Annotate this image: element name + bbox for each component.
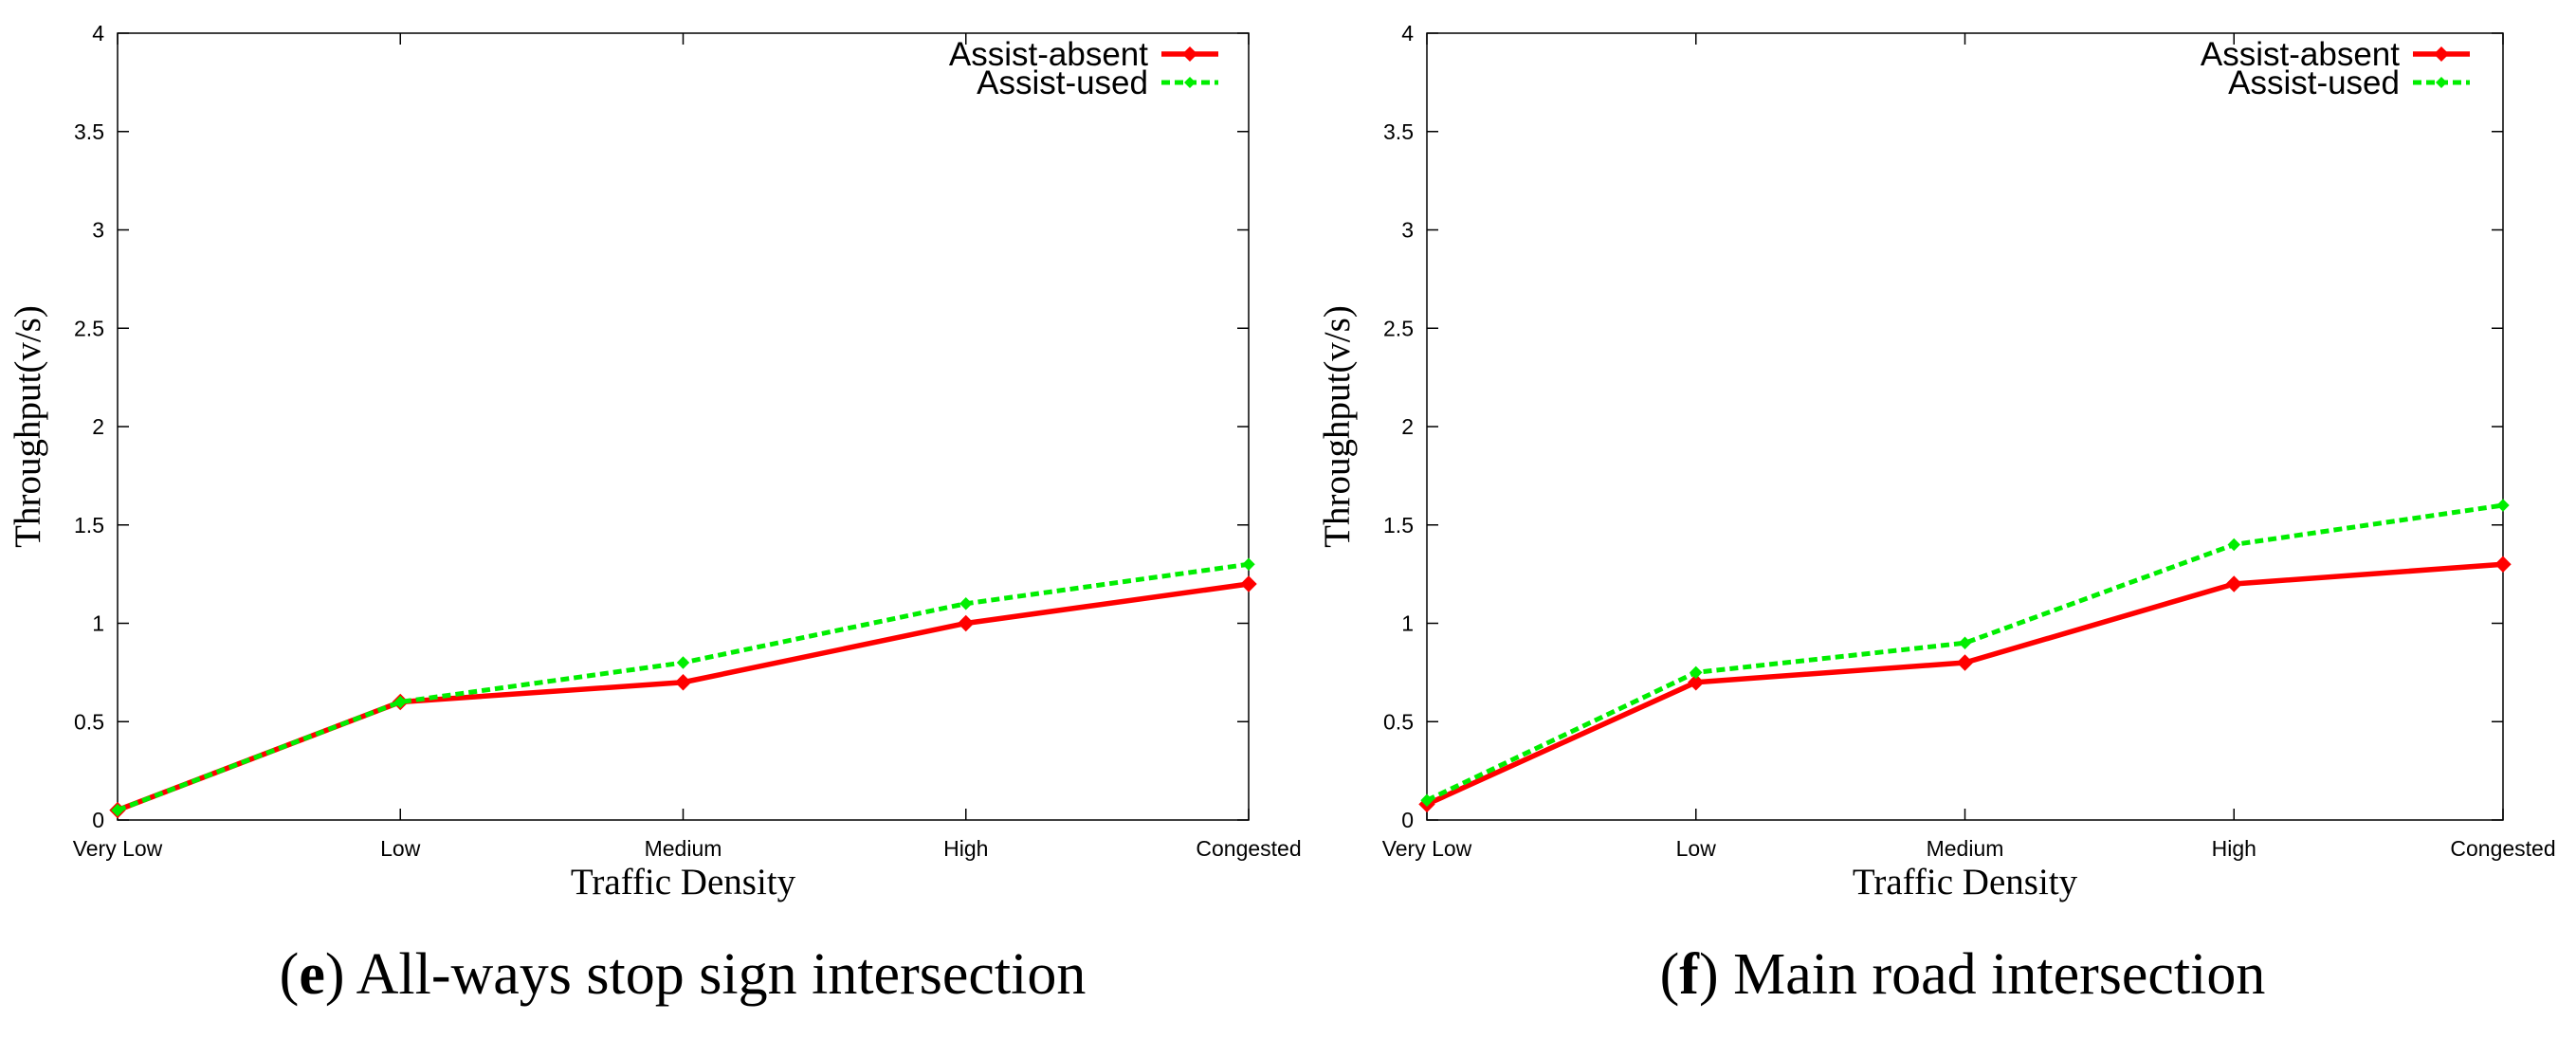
panel-f-series-assist-absent-line (1425, 561, 2504, 807)
panel-e-x-tick-label: Medium (645, 836, 722, 861)
panel-f-legend-marker-assist-absent (2434, 46, 2449, 62)
panel-e-legend-marker-assist-absent (1182, 46, 1197, 62)
panel-f-caption-label: Main road intersection (1733, 942, 2265, 1007)
panel-e-caption-open-paren: ( (280, 942, 300, 1007)
panel-e-plot-frame (117, 32, 1250, 821)
panel-f-caption-open-paren: ( (1660, 942, 1680, 1007)
panel-e-caption-close-paren: ) (325, 942, 356, 1007)
panel-e-x-tick-label: Very Low (73, 836, 163, 861)
panel-e-caption-letter: e (299, 942, 325, 1007)
panel-e-series-assist-absent-point (1240, 575, 1257, 592)
panel-e-chart: 0 0.5 1 1.5 2 2.5 3 3.5 4 Very Low Low Medium High Co… (8, 21, 1302, 1007)
panel-f-x-tick-label: Low (1676, 836, 1717, 861)
panel-e-y-tick-label: 2 (92, 414, 104, 439)
panel-e-series-assist-used-point (111, 803, 124, 817)
panel-e-y-tick-label: 3.5 (74, 119, 104, 144)
panel-f-legend-marker-assist-used (2436, 77, 2447, 88)
panel-e-x-axis-title: Traffic Density (571, 862, 796, 902)
panel-f-x-axis-title: Traffic Density (1853, 862, 2078, 902)
panel-f-legend-label-assist-absent: Assist-absent (2201, 36, 2400, 73)
panel-f-y-tick-label: 0 (1401, 808, 1414, 832)
panel-e-series-assist-absent-line (117, 581, 1250, 813)
panel-f-series-assist-absent-point (2494, 556, 2512, 573)
panel-f-legend-label-assist-used: Assist-used (2228, 64, 2400, 101)
panel-f-series-assist-absent-point (1956, 654, 1974, 671)
panel-e-legend-label-assist-used: Assist-used (977, 64, 1148, 101)
panel-e-series-assist-used-point (393, 695, 407, 709)
panel-f-series-assist-absent-point (1688, 674, 1705, 691)
panel-e-y-tick-label: 0 (92, 808, 104, 832)
panel-f-series-assist-used-point (1958, 636, 1972, 649)
panel-f-y-tick-label: 0.5 (1383, 709, 1414, 734)
panel-f-series-assist-used-line (1425, 502, 2504, 803)
panel-f-y-tick-label: 1 (1401, 611, 1414, 636)
panel-e-y-tick-label: 4 (92, 21, 104, 46)
panel-f-series-assist-used-point (1420, 793, 1434, 807)
panel-f-caption-close-paren: ) (1699, 942, 1733, 1007)
panel-f-y-tick-label: 4 (1401, 21, 1414, 46)
panel-e-y-tick-label: 2.5 (74, 316, 104, 340)
panel-e-legend-marker-assist-used (1184, 77, 1196, 88)
panel-f-y-tick-label: 3 (1401, 218, 1414, 243)
panel-f-y-tick-label: 2.5 (1383, 316, 1414, 340)
panel-f-y-tick-label: 3.5 (1383, 119, 1414, 144)
panel-f-chart: 0 0.5 1 1.5 2 2.5 3 3.5 4 Very Low Low Medium High Co… (1317, 21, 2556, 1007)
panel-e-series-assist-absent-point (958, 614, 975, 632)
panel-f-x-tick-label: Very Low (1382, 836, 1472, 861)
panel-e-series-assist-used-point (676, 656, 690, 669)
panel-e-y-tick-label: 3 (92, 218, 104, 243)
panel-f-y-axis-title: Throughput(v/s) (1317, 305, 1358, 548)
panel-e-y-tick-label: 0.5 (74, 709, 104, 734)
panel-e-series-assist-used-point (959, 597, 973, 611)
panel-e-series-assist-used-point (1242, 557, 1255, 571)
panel-f-y-tick-label: 1.5 (1383, 513, 1414, 538)
panel-e-x-tick-label: Congested (1196, 836, 1301, 861)
panel-f-plot-frame (1426, 32, 2504, 821)
panel-f-caption-letter: f (1679, 942, 1700, 1007)
panel-f-series-assist-used-point (1690, 665, 1703, 680)
panel-f-series-assist-used-point (2496, 499, 2510, 512)
panel-f-x-tick-label: High (2212, 836, 2256, 861)
panel-e-x-tick-label: High (943, 836, 988, 861)
panel-f-caption: (f) Main road intersection (1660, 942, 2266, 1007)
panel-e-series-assist-absent-point (674, 674, 692, 691)
panel-e-y-tick-label: 1.5 (74, 513, 104, 538)
panel-f-y-tick-label: 2 (1401, 414, 1414, 439)
panel-f-x-tick-label: Medium (1927, 836, 2004, 861)
panel-f-series-assist-used-point (2227, 538, 2240, 552)
panel-e-caption-label: All-ways stop sign intersection (356, 942, 1087, 1007)
panel-e-x-tick-label: Low (380, 836, 421, 861)
panel-e-y-tick-label: 1 (92, 611, 104, 636)
panel-f-series-assist-absent-point (2225, 575, 2242, 592)
panel-e-caption: (e) All-ways stop sign intersection (280, 942, 1087, 1007)
panel-f-x-tick-label: Congested (2450, 836, 2555, 861)
panel-e-legend-label-assist-absent: Assist-absent (949, 36, 1148, 73)
panel-e-y-axis-title: Throughput(v/s) (8, 305, 48, 548)
